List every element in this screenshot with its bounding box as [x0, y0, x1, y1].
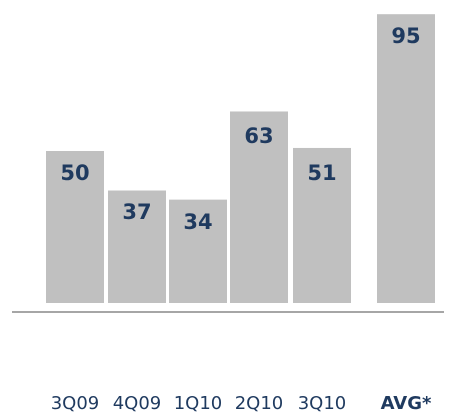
category-label: AVG*	[381, 393, 432, 414]
bars-group	[46, 14, 435, 303]
category-label: 3Q09	[51, 393, 100, 414]
bar-1q10	[169, 199, 227, 303]
bar-3q09	[46, 151, 104, 303]
category-label: 2Q10	[235, 393, 284, 414]
category-label: 1Q10	[174, 393, 223, 414]
bar-value-label: 95	[391, 24, 420, 48]
category-label: 3Q10	[298, 393, 347, 414]
bar-value-label: 37	[122, 200, 151, 224]
bar-value-label: 51	[307, 161, 336, 185]
bar-value-label: 34	[183, 210, 212, 234]
category-labels-group: 3Q09 4Q09 1Q10 2Q10 3Q10 AVG*	[51, 393, 432, 414]
bar-4q09	[108, 190, 166, 303]
bar-2q10	[230, 111, 288, 303]
value-labels-group: 50 37 34 63 51 95	[60, 24, 420, 234]
bar-avg	[377, 14, 435, 303]
bar-value-label: 63	[244, 124, 273, 148]
category-label: 4Q09	[113, 393, 162, 414]
bar-value-label: 50	[60, 161, 89, 185]
bar-3q10	[293, 147, 351, 303]
